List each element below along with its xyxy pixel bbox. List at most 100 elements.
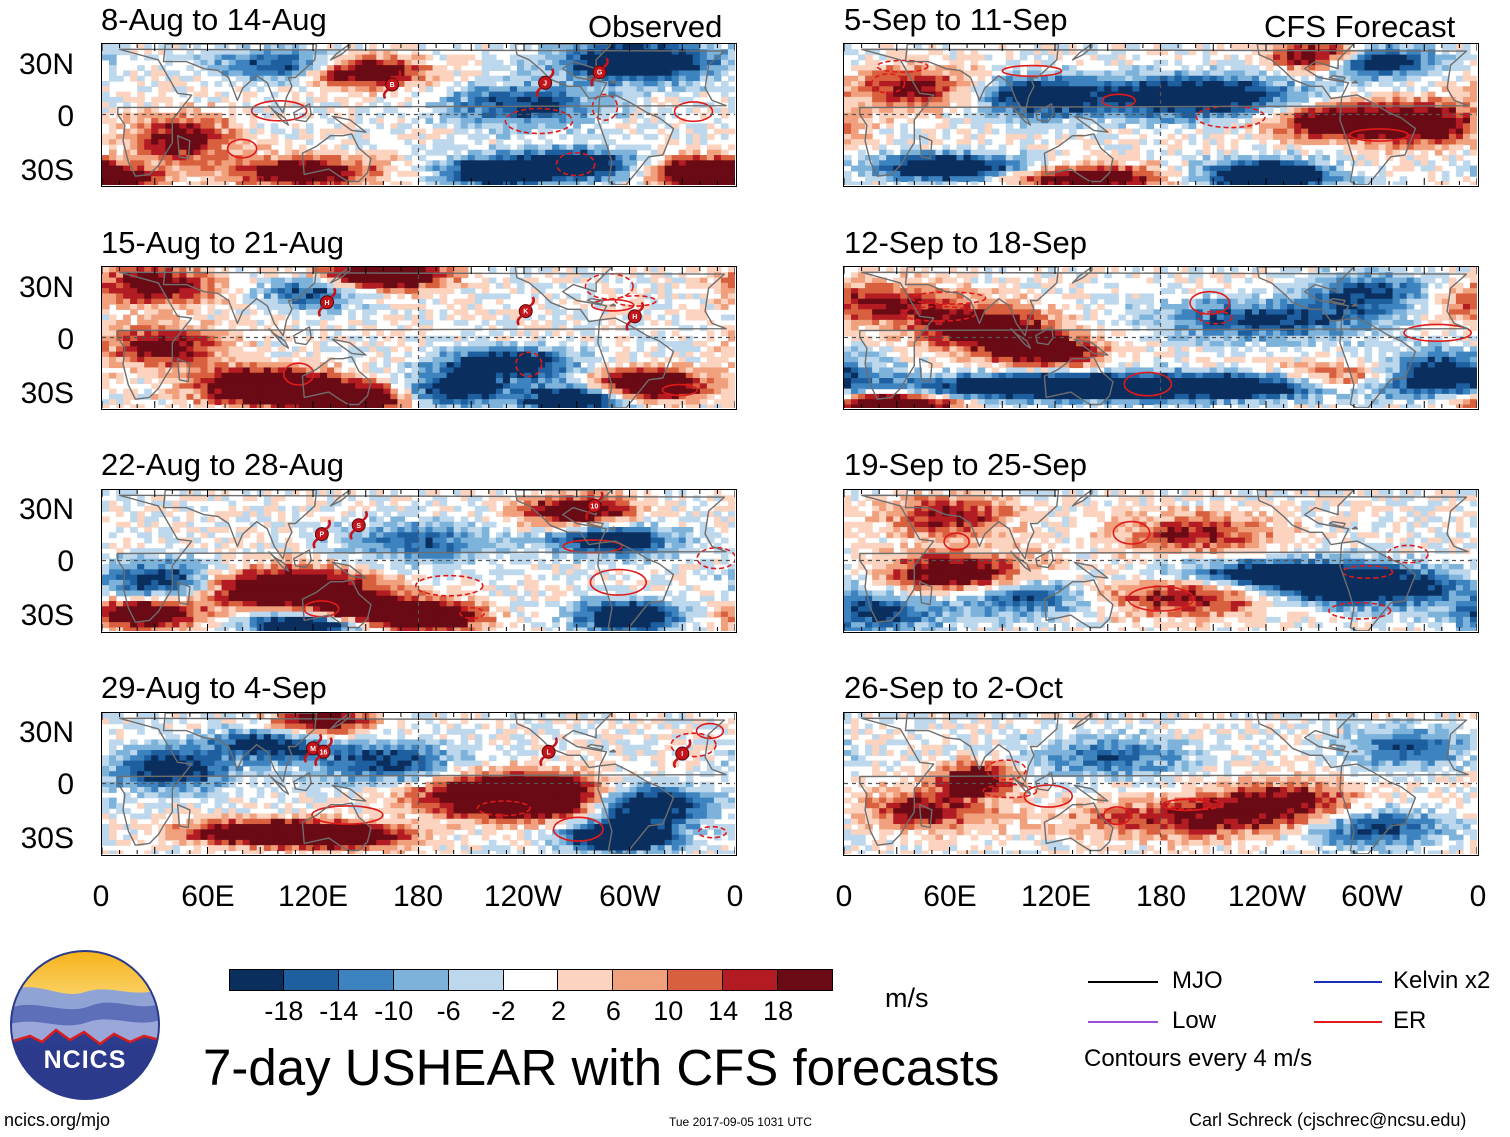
shear-cell bbox=[467, 362, 476, 369]
shear-cell bbox=[186, 123, 195, 130]
shear-cell bbox=[664, 123, 673, 130]
shear-cell bbox=[109, 149, 117, 156]
shear-cell bbox=[193, 330, 202, 337]
shear-cell bbox=[587, 282, 595, 289]
shear-cell bbox=[369, 399, 377, 406]
shear-cell bbox=[235, 170, 244, 177]
shear-cell bbox=[446, 548, 455, 555]
shear-cell bbox=[643, 553, 652, 560]
shear-cell bbox=[313, 393, 321, 400]
shear-cell bbox=[193, 372, 202, 379]
shear-cell bbox=[671, 367, 680, 374]
shear-cell bbox=[158, 351, 166, 358]
shear-cell bbox=[538, 558, 546, 565]
shear-cell bbox=[320, 128, 328, 135]
shear-cell bbox=[179, 393, 187, 400]
shear-cell bbox=[348, 155, 356, 161]
shear-cell bbox=[671, 362, 680, 369]
shear-cell bbox=[692, 123, 701, 130]
shear-cell bbox=[348, 112, 356, 119]
shear-cell bbox=[207, 309, 216, 316]
shear-cell bbox=[383, 65, 391, 72]
shear-cell bbox=[566, 155, 574, 161]
shear-cell bbox=[256, 511, 265, 518]
shear-cell bbox=[130, 293, 138, 300]
shear-cell bbox=[538, 70, 546, 77]
shear-cell bbox=[699, 86, 708, 93]
shear-cell bbox=[509, 362, 518, 369]
shear-cell bbox=[453, 356, 462, 363]
shear-cell bbox=[692, 505, 701, 512]
shear-cell bbox=[685, 542, 694, 549]
shear-cell bbox=[186, 325, 195, 332]
shear-cell bbox=[636, 123, 645, 130]
shear-cell bbox=[580, 325, 588, 332]
shear-cell bbox=[545, 123, 553, 130]
shear-cell bbox=[720, 70, 729, 77]
shear-cell bbox=[636, 298, 645, 305]
shear-cell bbox=[650, 44, 659, 50]
shear-cell bbox=[467, 500, 476, 507]
shear-cell bbox=[179, 133, 187, 140]
coastline bbox=[609, 80, 617, 84]
shear-cell bbox=[488, 128, 497, 135]
shear-cell bbox=[439, 282, 448, 289]
shear-cell bbox=[720, 346, 729, 353]
shear-cell bbox=[172, 272, 180, 279]
shear-cell bbox=[411, 165, 420, 172]
shear-cell bbox=[594, 160, 602, 167]
shear-cell bbox=[545, 495, 553, 502]
shear-cell bbox=[488, 537, 497, 544]
shear-cell bbox=[277, 70, 286, 77]
shear-cell bbox=[657, 314, 666, 321]
shear-cell bbox=[664, 298, 673, 305]
shear-cell bbox=[587, 351, 595, 358]
shear-cell bbox=[172, 133, 180, 140]
coastline bbox=[292, 326, 312, 346]
shear-cell bbox=[432, 70, 441, 77]
shear-cell bbox=[552, 558, 560, 565]
shear-cell bbox=[320, 393, 328, 400]
shear-cell bbox=[130, 553, 138, 560]
shear-cell bbox=[362, 553, 370, 560]
shear-cell bbox=[446, 335, 455, 342]
shear-cell bbox=[531, 490, 539, 496]
shear-cell bbox=[559, 404, 567, 408]
shear-cell bbox=[418, 558, 427, 565]
shear-cell bbox=[172, 527, 180, 533]
shear-cell bbox=[706, 160, 715, 167]
shear-cell bbox=[397, 362, 406, 369]
shear-cell bbox=[425, 75, 434, 82]
shear-cell bbox=[671, 293, 680, 300]
shear-cell bbox=[186, 54, 195, 61]
shear-cell bbox=[516, 378, 525, 384]
shear-cell bbox=[109, 505, 117, 512]
shear-cell bbox=[587, 367, 595, 374]
shear-cell bbox=[657, 70, 666, 77]
shear-cell bbox=[467, 298, 476, 305]
shear-cell bbox=[362, 527, 370, 533]
shear-cell bbox=[432, 102, 441, 109]
shear-cell bbox=[376, 123, 384, 130]
shear-cell bbox=[460, 288, 469, 295]
shear-cell bbox=[629, 91, 638, 98]
shear-cell bbox=[193, 346, 202, 353]
shear-cell bbox=[559, 378, 567, 384]
shear-cell bbox=[221, 75, 230, 82]
shear-cell bbox=[151, 139, 159, 146]
shear-cell bbox=[467, 367, 476, 374]
shear-cell bbox=[594, 149, 602, 156]
shear-cell bbox=[439, 516, 448, 523]
shear-cell bbox=[200, 49, 209, 56]
shear-cell bbox=[601, 277, 609, 284]
shear-cell bbox=[650, 181, 659, 185]
shear-cell bbox=[390, 521, 398, 528]
shear-cell bbox=[509, 393, 518, 400]
shear-cell bbox=[467, 149, 476, 156]
shear-cell bbox=[291, 564, 300, 570]
shear-cell bbox=[671, 128, 680, 135]
shear-cell bbox=[699, 112, 708, 119]
shear-cell bbox=[657, 393, 666, 400]
shear-cell bbox=[671, 330, 680, 337]
shear-cell bbox=[516, 346, 525, 353]
